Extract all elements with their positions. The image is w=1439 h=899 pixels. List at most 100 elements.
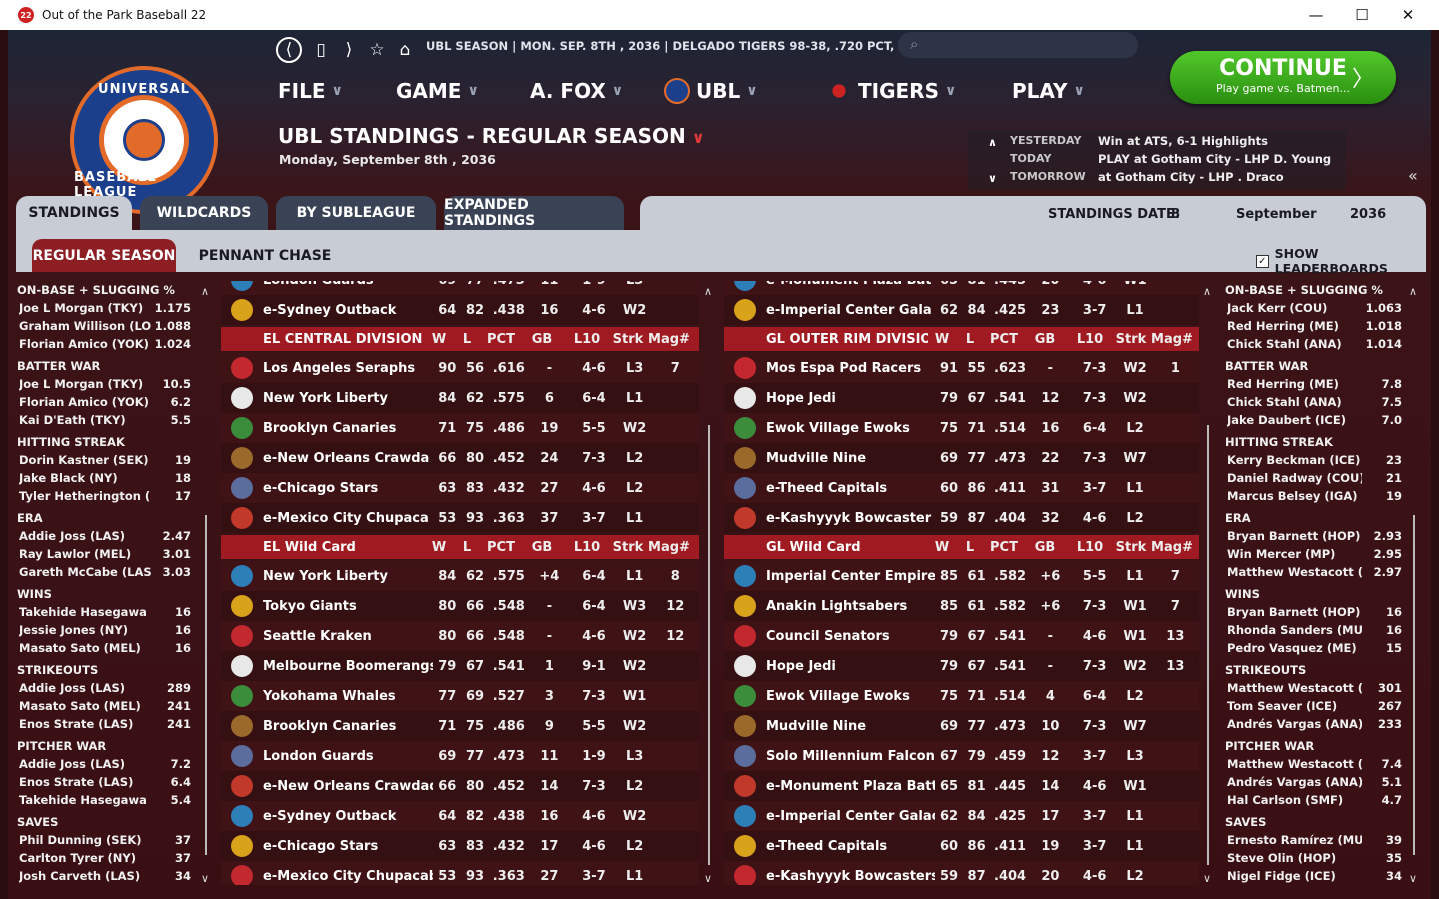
col-strk-header[interactable]: Strk xyxy=(612,539,644,555)
chevron-down-icon[interactable]: ∨ xyxy=(988,172,997,185)
leader-name[interactable]: Chick Stahl (ANA) xyxy=(1227,337,1342,351)
el-table-scrollbar[interactable]: ∧ ∨ xyxy=(704,285,714,885)
chevron-up-icon[interactable]: ∧ xyxy=(988,136,997,149)
menu-file[interactable]: FILE ∨ xyxy=(278,79,343,103)
table-row[interactable]: e-Mexico City Chupacabra 53 93 .363 27 3-7 L1 xyxy=(221,861,699,885)
standings-date-month[interactable]: September xyxy=(1236,207,1317,222)
leader-name[interactable]: Nigel Fidge (ICE) xyxy=(1227,869,1336,883)
table-row[interactable]: Hope Jedi 79 67 .541 12 7-3 W2 xyxy=(724,383,1199,413)
leader-name[interactable]: Florian Amico (YOK) xyxy=(19,395,149,409)
col-l-header[interactable]: L xyxy=(965,331,975,347)
team-name[interactable]: London Guards xyxy=(263,748,374,764)
leader-name[interactable]: Kerry Beckman (ICE) xyxy=(1227,453,1361,467)
subtab-pennant-chase[interactable]: PENNANT CHASE xyxy=(198,247,332,264)
col-w-header[interactable]: W xyxy=(431,331,447,347)
team-name[interactable]: Brooklyn Canaries xyxy=(263,420,397,436)
search-input[interactable]: ⌕ xyxy=(898,32,1138,58)
home-icon[interactable]: ⌂ xyxy=(399,40,411,60)
team-name[interactable]: Solo Millennium Falcons xyxy=(766,748,936,764)
leader-entry[interactable]: Matthew Westacott (ANA) 2.97 xyxy=(1224,563,1402,581)
schedule-tomorrow[interactable]: TOMORROW at Gotham City - LHP . Draco xyxy=(1010,170,1284,184)
leader-entry[interactable]: Nigel Fidge (ICE) 34 xyxy=(1224,867,1402,885)
page-title[interactable]: UBL STANDINGS - REGULAR SEASON ∨ xyxy=(278,124,705,148)
leader-name[interactable]: Addie Joss (LAS) xyxy=(19,757,126,771)
leader-entry[interactable]: Bryan Barnett (HOP) 16 xyxy=(1224,603,1402,621)
col-gb-header[interactable]: GB xyxy=(531,539,553,555)
col-w-header[interactable]: W xyxy=(934,539,950,555)
right-leaderboard-scrollbar[interactable]: ∧ ∨ xyxy=(1409,285,1419,885)
col-l-header[interactable]: L xyxy=(462,539,472,555)
leader-name[interactable]: Bryan Barnett (HOP) xyxy=(1227,529,1361,543)
team-name[interactable]: London Guards xyxy=(263,281,433,288)
leader-entry[interactable]: Addie Joss (LAS) 289 xyxy=(16,679,191,697)
league-logo[interactable]: UNIVERSAL BASEBALL LEAGUE xyxy=(70,66,218,214)
schedule-today[interactable]: TODAY PLAY at Gotham City - LHP D. Young xyxy=(1010,152,1332,166)
leader-entry[interactable]: Carlton Tyrer (NY) 37 xyxy=(16,849,191,867)
leader-name[interactable]: Joe L Morgan (TKY) xyxy=(19,301,144,315)
team-name[interactable]: e-Monument Plaza Battle I xyxy=(766,778,936,794)
team-name[interactable]: Mos Espa Pod Racers xyxy=(766,360,922,376)
leader-entry[interactable]: Tom Seaver (ICE) 267 xyxy=(1224,697,1402,715)
table-row[interactable]: e-Theed Capitals 60 86 .411 19 3-7 L1 xyxy=(724,831,1199,861)
leader-name[interactable]: Takehide Hasegawa (TKY xyxy=(19,605,151,619)
leader-entry[interactable]: Florian Amico (YOK) 1.024 xyxy=(16,335,191,353)
leader-entry[interactable]: Tyler Hetherington (SEK) 17 xyxy=(16,487,191,505)
col-l-header[interactable]: L xyxy=(965,539,975,555)
table-row[interactable]: Melbourne Boomerangs 79 67 .541 1 9-1 W2 xyxy=(221,651,699,681)
leader-name[interactable]: Steve Olin (HOP) xyxy=(1227,851,1337,865)
leader-entry[interactable]: Jake Black (NY) 18 xyxy=(16,469,191,487)
table-row[interactable]: Mudville Nine 69 77 .473 10 7-3 W7 xyxy=(724,711,1199,741)
leader-entry[interactable]: Andrés Vargas (ANA) 233 xyxy=(1224,715,1402,733)
leader-name[interactable]: Chick Stahl (ANA) xyxy=(1227,395,1342,409)
col-mag-header[interactable]: Mag# xyxy=(648,331,690,347)
leader-entry[interactable]: Pedro Vasquez (ME) 15 xyxy=(1224,639,1402,657)
team-name[interactable]: e-Chicago Stars xyxy=(263,480,379,496)
table-row[interactable]: Brooklyn Canaries 71 75 .486 19 5-5 W2 xyxy=(221,413,699,443)
team-name[interactable]: New York Liberty xyxy=(263,568,388,584)
leader-entry[interactable]: Kerry Beckman (ICE) 23 xyxy=(1224,451,1402,469)
leader-name[interactable]: Kai D'Eath (TKY) xyxy=(19,413,126,427)
col-strk-header[interactable]: Strk xyxy=(1115,331,1147,347)
leader-entry[interactable]: Kai D'Eath (TKY) 5.5 xyxy=(16,411,191,429)
leader-name[interactable]: Enos Strate (LAS) xyxy=(19,775,134,789)
leader-entry[interactable]: Chick Stahl (ANA) 1.014 xyxy=(1224,335,1402,353)
team-name[interactable]: Los Angeles Seraphs xyxy=(263,360,416,376)
table-row[interactable]: e-Sydney Outback 64 82 .438 16 4-6 W2 xyxy=(221,801,699,831)
table-row[interactable]: e-Kashyyyk Bowcasters 59 87 .404 20 4-6 L2 xyxy=(724,861,1199,885)
left-leaderboard-scrollbar[interactable]: ∧ ∨ xyxy=(201,285,211,885)
col-mag-header[interactable]: Mag# xyxy=(648,539,690,555)
team-name[interactable]: e-Imperial Center Gala xyxy=(766,302,932,318)
col-mag-header[interactable]: Mag# xyxy=(1151,331,1193,347)
table-row[interactable]: Solo Millennium Falcons 67 79 .459 12 3-7 L3 xyxy=(724,741,1199,771)
tab-wildcards[interactable]: WILDCARDS xyxy=(140,196,268,230)
table-row[interactable]: Ewok Village Ewoks 75 71 .514 4 6-4 L2 xyxy=(724,681,1199,711)
leader-name[interactable]: Jack Kerr (COU) xyxy=(1227,301,1328,315)
subtab-regular-season[interactable]: REGULAR SEASON xyxy=(32,239,176,272)
leader-entry[interactable]: Dorin Kastner (SEK) 19 xyxy=(16,451,191,469)
leader-name[interactable]: Daniel Radway (COU) xyxy=(1227,471,1362,485)
leader-entry[interactable]: Matthew Westacott (ANA) 301 xyxy=(1224,679,1402,697)
team-name[interactable]: e-Chicago Stars xyxy=(263,838,379,854)
col-l-header[interactable]: L xyxy=(462,331,472,347)
leader-entry[interactable]: Enos Strate (LAS) 6.4 xyxy=(16,773,191,791)
continue-button[interactable]: CONTINUE Play game vs. Batmen... 〉 xyxy=(1170,51,1396,104)
leader-entry[interactable]: Red Herring (ME) 1.018 xyxy=(1224,317,1402,335)
team-name[interactable]: Imperial Center Empire xyxy=(766,568,936,584)
col-gb-header[interactable]: GB xyxy=(1034,331,1056,347)
table-row[interactable]: e-Chicago Stars 63 83 .432 17 4-6 L2 xyxy=(221,831,699,861)
close-button[interactable]: ✕ xyxy=(1401,6,1415,24)
table-row[interactable]: New York Liberty 84 62 .575 +4 6-4 L1 8 xyxy=(221,561,699,591)
leader-entry[interactable]: Chick Stahl (ANA) 7.5 xyxy=(1224,393,1402,411)
col-l10-header[interactable]: L10 xyxy=(1076,331,1104,347)
leader-name[interactable]: Jake Daubert (ICE) xyxy=(1227,413,1346,427)
show-leaderboards-toggle[interactable]: ✓ SHOW LEADERBOARDS xyxy=(1256,246,1431,276)
leader-name[interactable]: Matthew Westacott (ANA) xyxy=(1227,681,1362,695)
table-row[interactable]: Imperial Center Empire 85 61 .582 +6 5-5 L1 7 xyxy=(724,561,1199,591)
team-name[interactable]: e-Monument Plaza Bat xyxy=(766,281,935,288)
team-name[interactable]: e-Mexico City Chupaca xyxy=(263,510,429,526)
team-name[interactable]: Ewok Village Ewoks xyxy=(766,688,910,704)
team-name[interactable]: e-Kashyyyk Bowcaster xyxy=(766,510,932,526)
table-row[interactable]: e-Imperial Center Galactic62 84 .425 17 3-7 L… xyxy=(724,801,1199,831)
leader-entry[interactable]: Daniel Radway (COU) 21 xyxy=(1224,469,1402,487)
leader-name[interactable]: Gareth McCabe (LAS) xyxy=(19,565,151,579)
